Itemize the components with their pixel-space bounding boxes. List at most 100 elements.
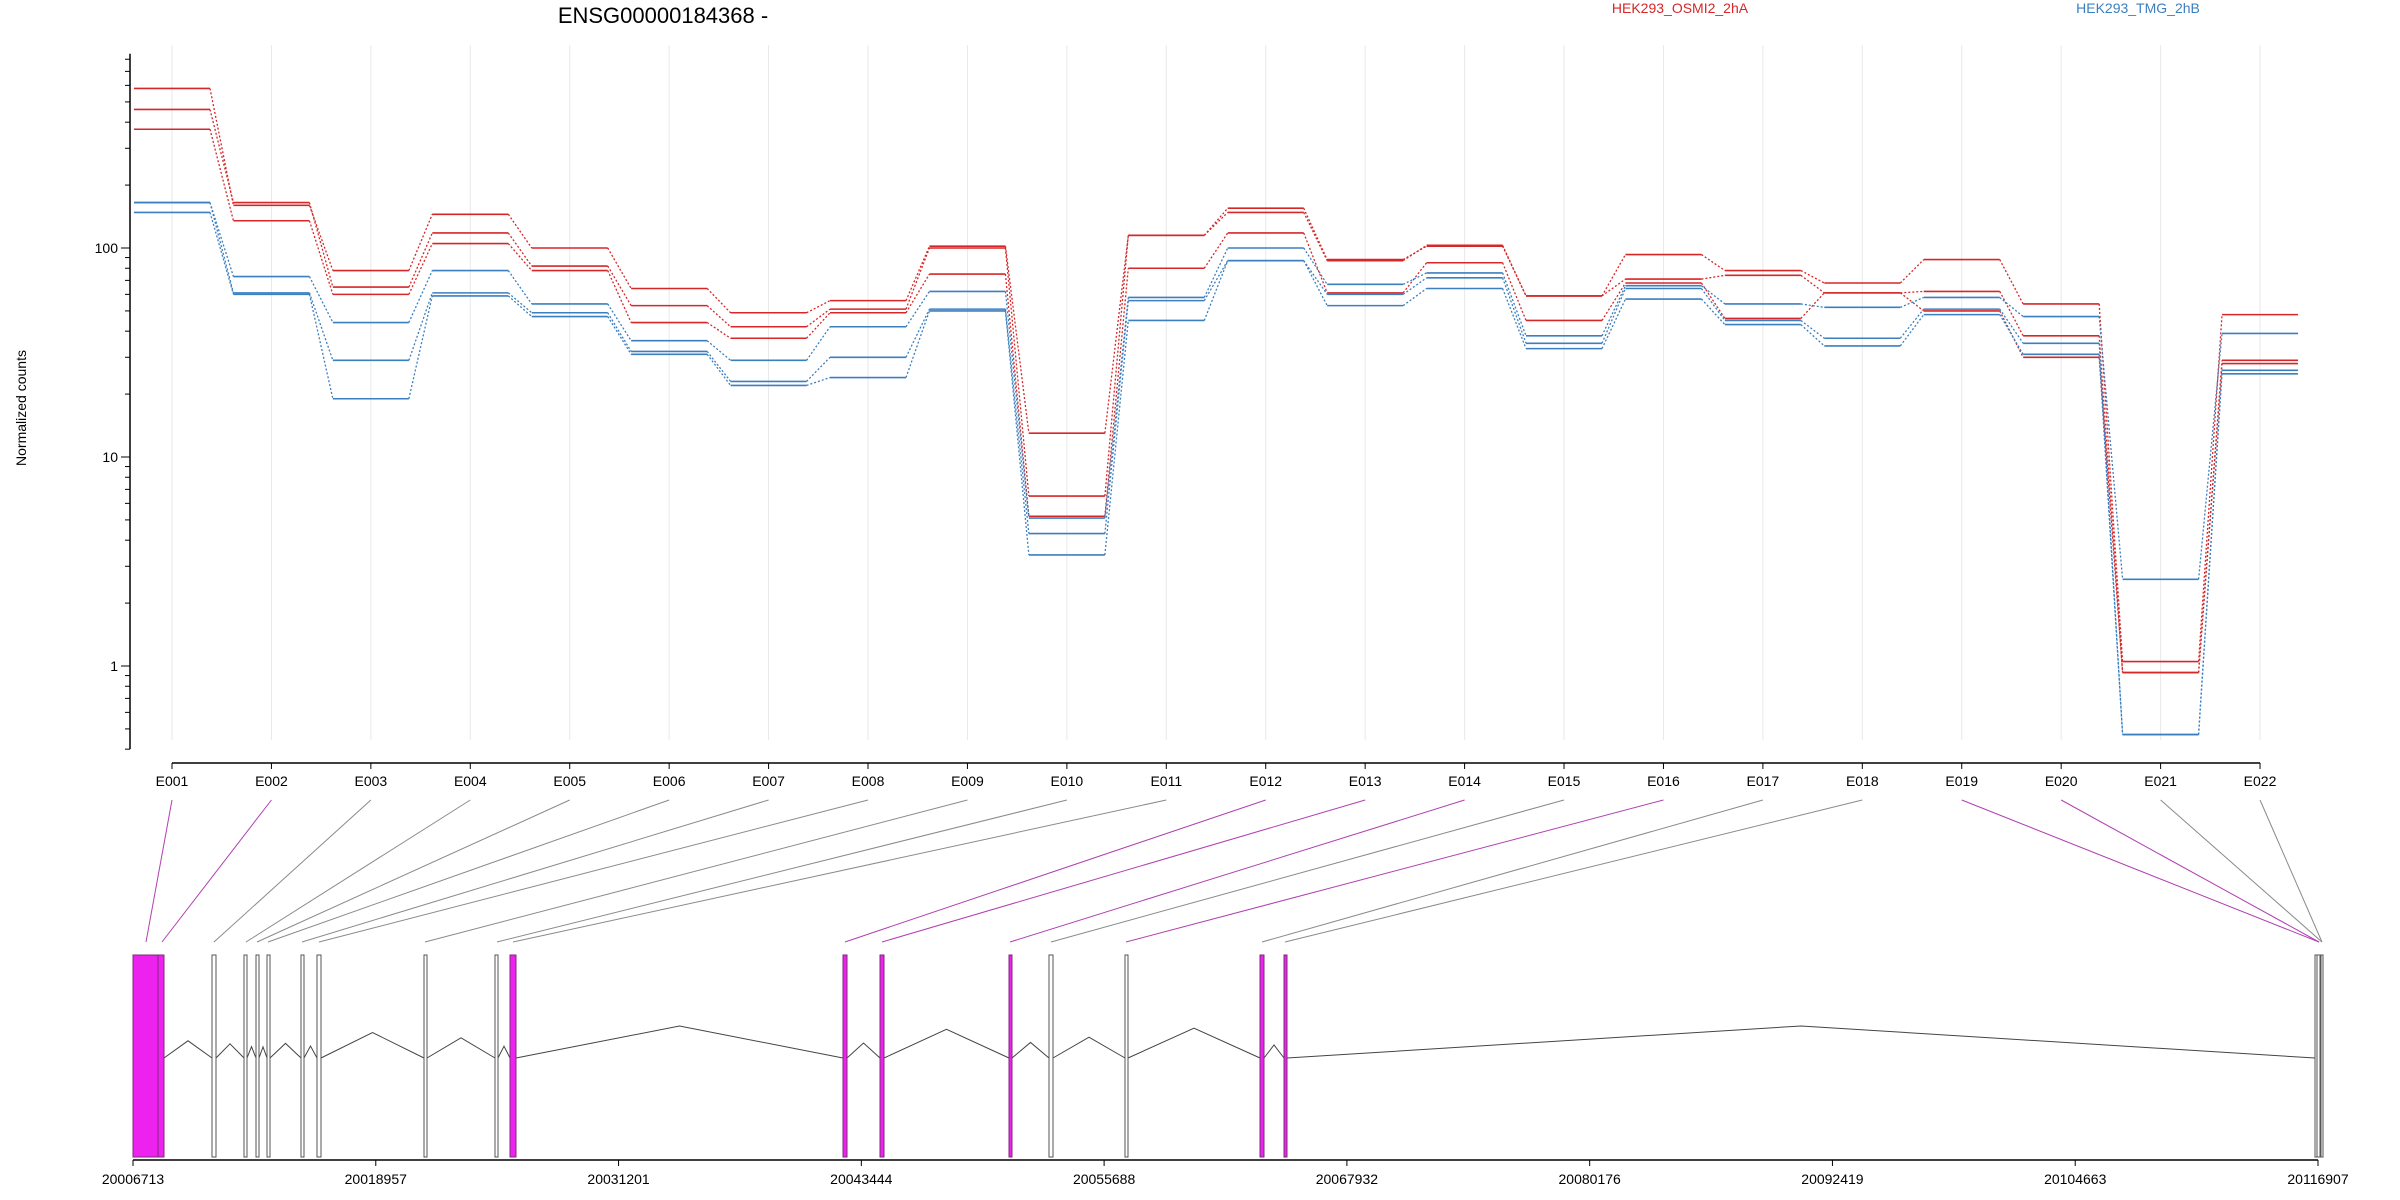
- x-tick-label: E019: [1945, 773, 1978, 789]
- intron-line: [258, 1045, 268, 1059]
- series-connector: [1303, 207, 1328, 260]
- x-tick-label: E001: [156, 773, 189, 789]
- series-connector: [1800, 274, 1825, 294]
- series-connector: [1203, 260, 1229, 301]
- exon-link: [424, 799, 968, 943]
- series-connector: [1900, 290, 1924, 294]
- exon-link-highlighted: [881, 799, 1366, 943]
- series-connector: [905, 273, 930, 314]
- exon-box: [266, 954, 271, 1158]
- intron-line: [426, 1037, 496, 1059]
- series-connector: [1104, 320, 1129, 555]
- series-connector: [1999, 310, 2024, 358]
- series-connector: [706, 340, 731, 361]
- exon-link: [1050, 799, 1565, 943]
- series-connector: [1501, 272, 1527, 337]
- series-connector: [706, 305, 732, 328]
- series-connector: [507, 232, 533, 267]
- exon-link-highlighted: [145, 799, 173, 943]
- series-connector: [1203, 211, 1229, 236]
- exon-links: [145, 799, 2323, 943]
- exon-link-highlighted: [844, 799, 1266, 943]
- series-connector: [706, 321, 731, 339]
- series-connector: [1800, 292, 1825, 319]
- series-connector: [308, 276, 334, 323]
- series-connector: [1402, 244, 1427, 262]
- series-connector: [507, 270, 533, 305]
- series-connector: [2197, 333, 2223, 580]
- x-tick-label: E015: [1548, 773, 1581, 789]
- series-connector: [1303, 232, 1328, 294]
- genome-tick-label: 20031201: [587, 1171, 650, 1187]
- series-connector: [507, 243, 533, 271]
- intron-line: [1127, 1027, 1261, 1059]
- series-connector: [905, 291, 930, 328]
- genome-tick-label: 20116907: [2287, 1171, 2348, 1187]
- series-connector: [1899, 308, 1925, 339]
- series-connector: [2197, 363, 2223, 673]
- series-connector: [1004, 274, 1030, 517]
- intron-line: [1263, 1044, 1285, 1059]
- y-axis-label: Normalized counts: [13, 350, 29, 466]
- series-connector: [209, 212, 235, 295]
- series-connector: [806, 326, 831, 361]
- genome-tick-label: 20104663: [2044, 1171, 2107, 1187]
- intron-line: [846, 1042, 881, 1059]
- exon-box-highlighted: [132, 954, 159, 1158]
- series-connector: [1104, 300, 1129, 534]
- exon-link-highlighted: [1961, 799, 2320, 943]
- series-connector: [408, 270, 433, 323]
- series-connector: [806, 356, 831, 382]
- series-connector: [2098, 343, 2124, 735]
- intron-line: [497, 1045, 511, 1059]
- grid-lines: [171, 45, 2261, 740]
- x-tick-label: E010: [1051, 773, 1084, 789]
- series-connector: [507, 292, 533, 314]
- genome-tick-label: 20055688: [1073, 1171, 1136, 1187]
- series-connector: [1800, 324, 1825, 347]
- x-tick-label: E012: [1249, 773, 1282, 789]
- series-connector: [1999, 308, 2024, 344]
- series-connector: [706, 351, 732, 382]
- gene-model: [132, 954, 2324, 1158]
- series-connector: [1203, 232, 1229, 269]
- series-connector: [607, 312, 632, 352]
- x-tick-label: E002: [255, 773, 288, 789]
- exon-box-highlighted: [1008, 954, 1013, 1158]
- intron-line: [320, 1031, 425, 1059]
- legend-label-tmg: HEK293_TMG_2hB: [2076, 0, 2200, 16]
- genome-tick-label: 20067932: [1316, 1171, 1379, 1187]
- series-connector: [1601, 282, 1627, 321]
- series-connector: [308, 205, 334, 271]
- series-connector: [1899, 259, 1925, 284]
- series-connector: [905, 310, 931, 378]
- exon-link: [512, 799, 1167, 943]
- genome-tick-label: 20018957: [345, 1171, 408, 1187]
- exon-link: [1284, 799, 1863, 943]
- series-connector: [1501, 288, 1527, 349]
- series-connector: [1502, 245, 1527, 297]
- series-connector: [806, 376, 831, 387]
- series-lines: [134, 87, 2299, 736]
- series-connector: [209, 109, 235, 203]
- intron-line: [269, 1042, 302, 1059]
- series-connector: [806, 300, 831, 314]
- x-tick-label: E003: [355, 773, 388, 789]
- genome-tick-label: 20080176: [1559, 1171, 1622, 1187]
- series-connector: [1999, 259, 2024, 305]
- series-connector: [1203, 247, 1229, 298]
- exon-link: [318, 799, 869, 943]
- series-connector: [905, 308, 931, 358]
- genome-tick-label: 20006713: [102, 1171, 165, 1187]
- exon-link: [2259, 799, 2323, 943]
- intron-line: [1286, 1025, 2316, 1059]
- series-connector: [1004, 310, 1030, 555]
- series-connector: [2098, 357, 2124, 673]
- series-connector: [1700, 288, 1726, 321]
- series-connector: [308, 220, 334, 295]
- exon-link-highlighted: [2060, 799, 2320, 943]
- series-connector: [308, 202, 334, 288]
- y-tick-label: 100: [95, 240, 119, 256]
- legend-label-osmi: HEK293_OSMI2_2hA: [1612, 0, 1749, 16]
- exon-link: [213, 799, 372, 943]
